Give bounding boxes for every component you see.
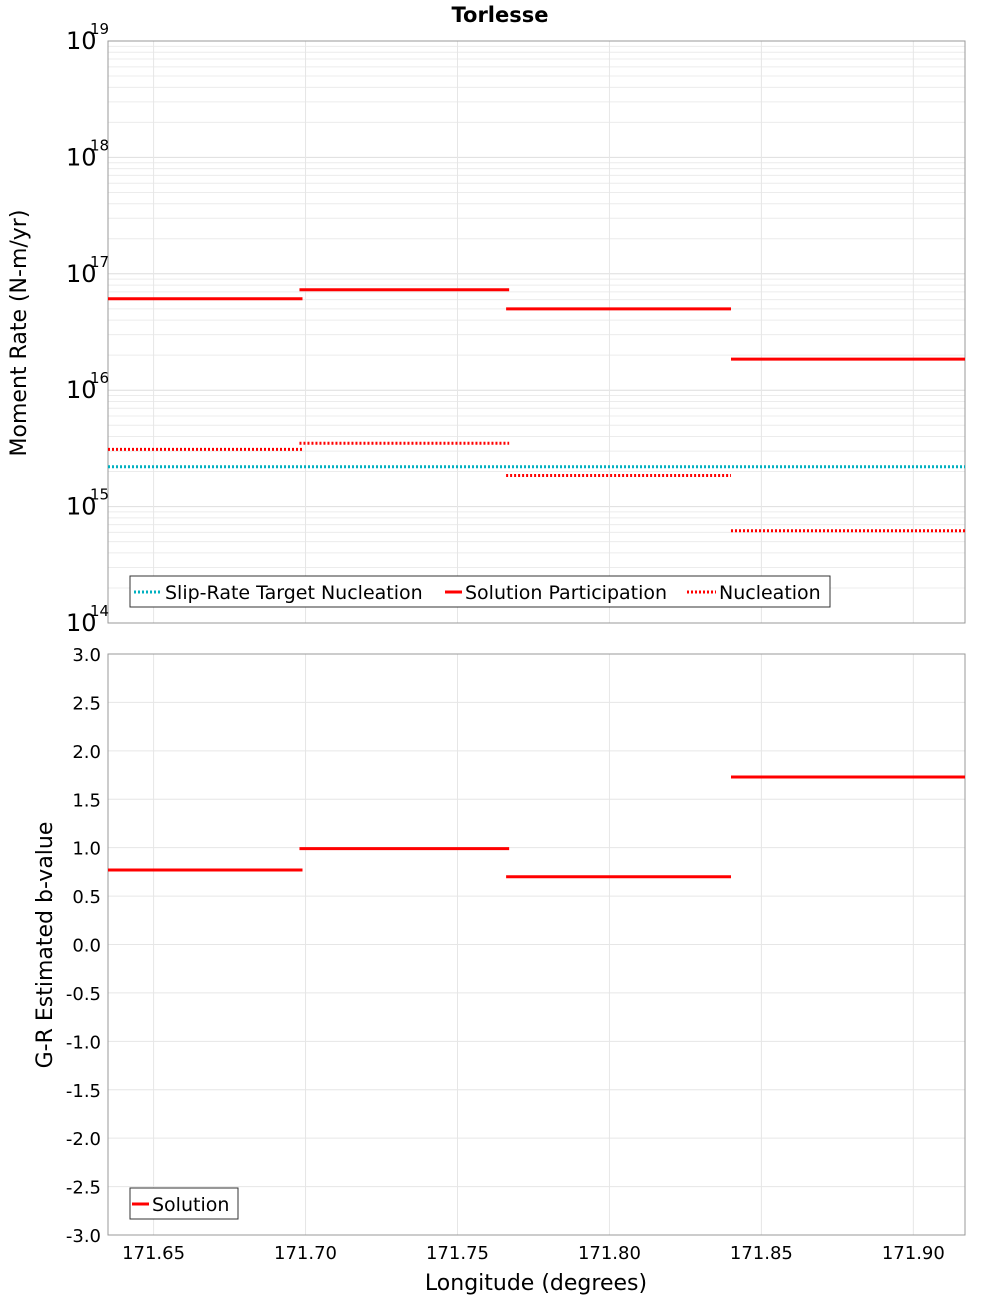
bottom-y-ticks: 3.0 2.5 2.0 1.5 1.0 0.5 0.0 -0.5 -1.0 -1.5 -2.0 -2.…: [66, 645, 101, 1247]
top-y-axis-label: Moment Rate (N-m/yr): [7, 210, 32, 457]
bottom-y-tick-label: 2.0: [72, 742, 101, 763]
bottom-y-tick-label: 0.5: [72, 887, 101, 908]
x-tick-label: 171.85: [730, 1243, 793, 1264]
legend-label-nucleation: Nucleation: [719, 582, 821, 604]
bottom-y-tick-label: -2.5: [66, 1178, 101, 1199]
bottom-plot-grid: [108, 653, 965, 1236]
top-y-tick-exponent: 16: [90, 369, 109, 387]
x-axis-label: Longitude (degrees): [425, 1271, 647, 1296]
top-y-tick-label: 10: [66, 609, 97, 637]
top-y-tick-label: 10: [66, 27, 97, 55]
top-y-tick-exponent: 19: [90, 20, 109, 38]
x-tick-label: 171.70: [274, 1243, 337, 1264]
chart-title: Torlesse: [451, 3, 548, 27]
top-plot-frame: [107, 40, 966, 624]
bottom-y-tick-label: -0.5: [66, 984, 101, 1005]
x-tick-label: 171.75: [426, 1243, 489, 1264]
x-ticks: 171.65 171.70 171.75 171.80 171.85 171.90: [122, 1243, 945, 1264]
legend-label-slip-rate-target: Slip-Rate Target Nucleation: [165, 582, 423, 604]
bottom-y-tick-label: 1.5: [72, 790, 101, 811]
bottom-y-tick-label: -3.0: [66, 1226, 101, 1247]
top-legend: Slip-Rate Target Nucleation Solution Par…: [129, 575, 831, 608]
bottom-y-tick-label: -2.0: [66, 1129, 101, 1150]
x-tick-label: 171.80: [578, 1243, 641, 1264]
top-plot-grid: [108, 40, 965, 624]
legend-label-solution-participation: Solution Participation: [465, 582, 667, 604]
bottom-legend: Solution: [129, 1187, 239, 1220]
top-y-tick-label: 10: [66, 260, 97, 288]
bottom-legend-box: [129, 1187, 239, 1220]
bottom-plot-frame: [107, 653, 966, 1236]
top-y-tick-label: 10: [66, 143, 97, 171]
top-legend-box: [129, 575, 831, 608]
bottom-y-tick-label: 0.0: [72, 936, 101, 957]
top-y-tick-exponent: 18: [90, 136, 109, 154]
top-y-tick-exponent: 17: [90, 253, 109, 271]
bottom-y-tick-label: 2.5: [72, 693, 101, 714]
bottom-y-axis-label: G-R Estimated b-value: [33, 822, 58, 1069]
x-tick-label: 171.90: [882, 1243, 945, 1264]
bottom-y-tick-label: 1.0: [72, 839, 101, 860]
bottom-y-tick-label: -1.0: [66, 1032, 101, 1053]
top-series-group: [108, 288, 965, 533]
bottom-series-group: [108, 775, 965, 879]
bottom-y-tick-label: 3.0: [72, 645, 101, 666]
top-y-tick-label: 10: [66, 376, 97, 404]
bottom-y-tick-label: -1.5: [66, 1081, 101, 1102]
top-y-tick-exponent: 14: [90, 602, 109, 620]
x-tick-label: 171.65: [122, 1243, 185, 1264]
legend-label-solution: Solution: [152, 1194, 229, 1216]
top-y-tick-label: 10: [66, 493, 97, 521]
top-y-tick-exponent: 15: [90, 486, 109, 504]
